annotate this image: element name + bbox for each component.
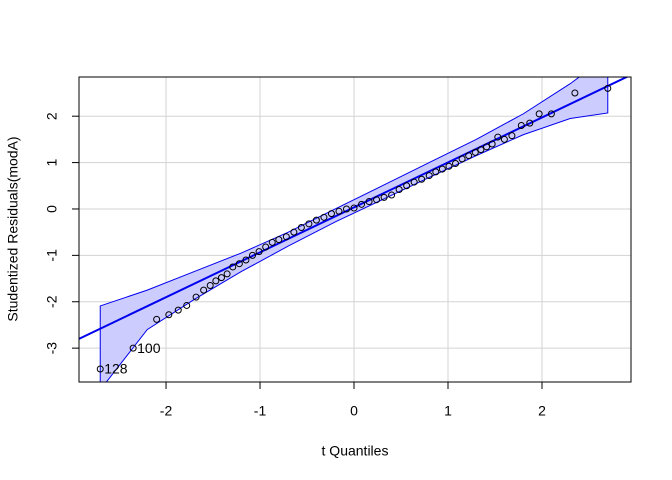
point [262,243,270,251]
point [494,133,502,141]
point [335,207,343,215]
point [373,196,381,204]
point [445,162,453,170]
point [571,89,579,97]
point [350,204,358,212]
point [547,110,555,118]
point [153,315,161,323]
point [275,236,283,244]
point [320,213,328,221]
point [212,277,220,285]
point [380,193,388,201]
point [452,160,460,168]
point [342,205,350,213]
reference-line [79,77,629,340]
point [403,182,411,190]
point [438,165,446,173]
point [200,286,208,294]
x-tick-label: -2 [160,403,173,419]
x-tick-label: 2 [538,403,546,419]
plot-frame [78,76,632,383]
point [165,311,173,319]
point [305,220,313,228]
point [229,263,237,271]
point [183,301,191,309]
point [255,248,263,256]
point [508,132,516,140]
point [458,155,466,163]
point [96,365,104,373]
point [249,251,257,259]
y-tick-label: -3 [44,342,60,355]
point [129,344,137,352]
y-tick-label: 2 [44,112,60,120]
point [388,191,396,199]
point [358,200,366,208]
y-axis-label: Studentized Residuals(modA) [5,136,21,321]
point [517,121,525,129]
x-tick-label: 1 [444,403,452,419]
point [488,140,496,148]
point [410,178,418,186]
point [365,198,373,206]
y-tick-label: -2 [44,295,60,308]
point [217,274,225,282]
point [604,84,612,92]
plot-area: 128 100 [79,77,631,382]
point [290,228,298,236]
point [395,185,403,193]
point [297,224,305,232]
point [471,148,479,156]
point [282,233,290,241]
point [500,135,508,143]
point [174,306,182,314]
point [432,168,440,176]
point [425,172,433,180]
point [192,293,200,301]
point [312,216,320,224]
point [223,270,231,278]
point [242,256,250,264]
y-tick-label: 0 [44,205,60,213]
confidence-band [99,77,609,382]
x-tick-label: 0 [350,403,358,419]
point [235,260,243,268]
y-tick-label: -1 [44,249,60,262]
y-tick-label: 1 [44,158,60,166]
x-axis-label: t Quantiles [322,443,389,459]
point [268,238,276,246]
point [535,110,543,118]
point [327,210,335,218]
point [465,152,473,160]
point [418,175,426,183]
point [526,119,534,127]
point [206,282,214,290]
point [483,143,491,151]
point-label: 100 [137,340,161,356]
point [477,146,485,154]
point-label: 128 [104,361,128,377]
x-tick-label: -1 [254,403,267,419]
